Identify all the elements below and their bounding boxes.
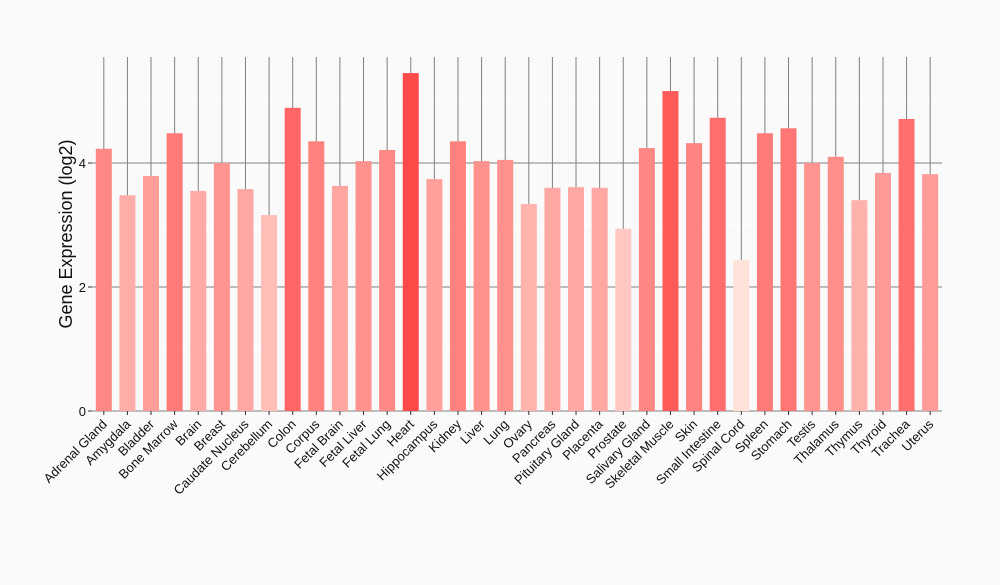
bar-prostate [615, 228, 632, 411]
bar-pituitary-gland [568, 187, 585, 411]
bar-corpus [308, 141, 325, 412]
y-tick-label: 0 [79, 404, 86, 419]
bar-thymus [851, 200, 868, 411]
bar-fetal-brain [331, 185, 348, 411]
bar-spleen [756, 133, 773, 412]
bar-bone-marrow [166, 133, 183, 412]
bar-stomach [780, 128, 797, 411]
bar-liver [473, 161, 490, 411]
bar-spinal-cord [733, 259, 750, 411]
bar-salivary-gland [638, 148, 655, 411]
bar-skin [686, 143, 703, 411]
bar-bladder [143, 176, 160, 411]
bar-adrenal-gland [95, 148, 112, 412]
x-tick-label: Liver [457, 416, 488, 447]
bar-pancreas [544, 187, 561, 411]
bar-lung [497, 159, 514, 411]
bar-trachea [898, 118, 915, 411]
bar-uterus [922, 174, 939, 411]
bar-hippocampus [426, 179, 443, 411]
y-axis-label: Gene Expression (log2) [56, 139, 76, 328]
y-tick-label: 4 [79, 156, 86, 171]
bar-ovary [520, 203, 537, 411]
bar-kidney [449, 141, 466, 412]
bar-heart [402, 73, 419, 411]
bar-skeletal-muscle [662, 91, 679, 411]
bar-thyroid [874, 172, 891, 411]
bar-testis [804, 163, 821, 411]
bar-placenta [591, 187, 608, 411]
bar-amygdala [119, 195, 136, 411]
bar-cerebellum [261, 215, 278, 411]
bar-breast [213, 163, 230, 411]
bar-caudate-nucleus [237, 189, 254, 411]
bar-colon [284, 107, 301, 411]
y-tick-label: 2 [79, 280, 86, 295]
bar-small-intestine [709, 117, 726, 412]
bar-fetal-lung [379, 149, 396, 412]
bar-fetal-liver [355, 161, 372, 411]
bar-thalamus [827, 156, 844, 411]
bar-brain [190, 190, 207, 411]
